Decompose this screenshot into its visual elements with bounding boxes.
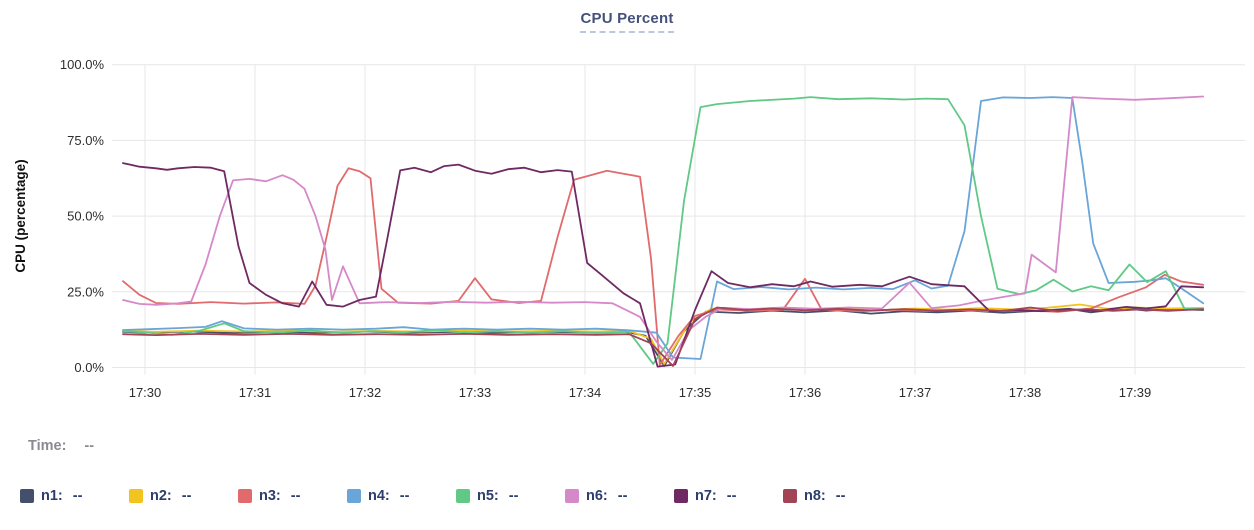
y-tick-label-0: 0.0% (74, 360, 104, 375)
legend-swatch-n8 (783, 489, 797, 503)
legend-value-n4: -- (399, 488, 410, 504)
legend-swatch-n7 (674, 489, 688, 503)
series-line-n3 (122, 167, 1205, 367)
legend-value-n8: -- (835, 488, 846, 504)
legend-value-n2: -- (181, 488, 192, 504)
legend-label-n8: n8: (804, 488, 826, 504)
series-line-n7 (122, 162, 1205, 368)
y-tick-label-25: 25.0% (67, 284, 104, 299)
x-tick-label-17:35: 17:35 (679, 385, 712, 400)
legend-value-n5: -- (508, 488, 519, 504)
y-tick-label-50: 50.0% (67, 209, 104, 224)
legend-swatch-n3 (238, 489, 252, 503)
time-label: Time: (28, 438, 67, 454)
x-tick-label-17:36: 17:36 (789, 385, 822, 400)
legend-item-n6: n6: -- (565, 488, 674, 504)
time-row: Time: -- (28, 438, 94, 454)
legend-label-n6: n6: (586, 488, 608, 504)
legend-value-n7: -- (726, 488, 737, 504)
x-tick-label-17:32: 17:32 (349, 385, 382, 400)
y-axis-title: CPU (percentage) (13, 159, 28, 272)
series-line-n6 (122, 95, 1205, 361)
legend-label-n4: n4: (368, 488, 390, 504)
x-tick-label-17:33: 17:33 (459, 385, 492, 400)
legend-item-n2: n2: -- (129, 488, 238, 504)
legend-label-n1: n1: (41, 488, 63, 504)
x-tick-label-17:30: 17:30 (129, 385, 162, 400)
series-line-n1 (122, 307, 1205, 367)
legend-label-n7: n7: (695, 488, 717, 504)
series-line-n4 (122, 96, 1205, 360)
legend-item-n7: n7: -- (674, 488, 783, 504)
time-value: -- (84, 438, 95, 454)
x-tick-label-17:39: 17:39 (1119, 385, 1152, 400)
x-tick-label-17:37: 17:37 (899, 385, 932, 400)
legend-label-n5: n5: (477, 488, 499, 504)
y-tick-label-100: 100.0% (60, 57, 105, 72)
x-tick-label-17:34: 17:34 (569, 385, 602, 400)
x-tick-label-17:38: 17:38 (1009, 385, 1042, 400)
legend-swatch-n6 (565, 489, 579, 503)
legend-swatch-n5 (456, 489, 470, 503)
legend-value-n3: -- (290, 488, 301, 504)
chart-title-wrap: CPU Percent (0, 10, 1254, 33)
chart-title[interactable]: CPU Percent (580, 10, 674, 33)
legend-label-n3: n3: (259, 488, 281, 504)
cpu-chart[interactable]: 0.0% 25.0% 50.0% 75.0% 100.0% 17:30 17:31 17:32… (0, 0, 1254, 420)
legend-item-n8: n8: -- (783, 488, 892, 504)
legend-swatch-n1 (20, 489, 34, 503)
legend: n1: -- n2: -- n3: -- n4: -- n5: -- n6: -- n7: -- n8: -- (20, 488, 892, 504)
legend-value-n1: -- (72, 488, 83, 504)
legend-item-n5: n5: -- (456, 488, 565, 504)
legend-item-n1: n1: -- (20, 488, 129, 504)
y-tick-label-75: 75.0% (67, 133, 104, 148)
series-line-n8 (122, 306, 1205, 367)
x-tick-label-17:31: 17:31 (239, 385, 272, 400)
legend-item-n3: n3: -- (238, 488, 347, 504)
legend-swatch-n4 (347, 489, 361, 503)
legend-label-n2: n2: (150, 488, 172, 504)
legend-item-n4: n4: -- (347, 488, 456, 504)
series-line-n5 (122, 96, 1205, 365)
legend-swatch-n2 (129, 489, 143, 503)
legend-value-n6: -- (617, 488, 628, 504)
